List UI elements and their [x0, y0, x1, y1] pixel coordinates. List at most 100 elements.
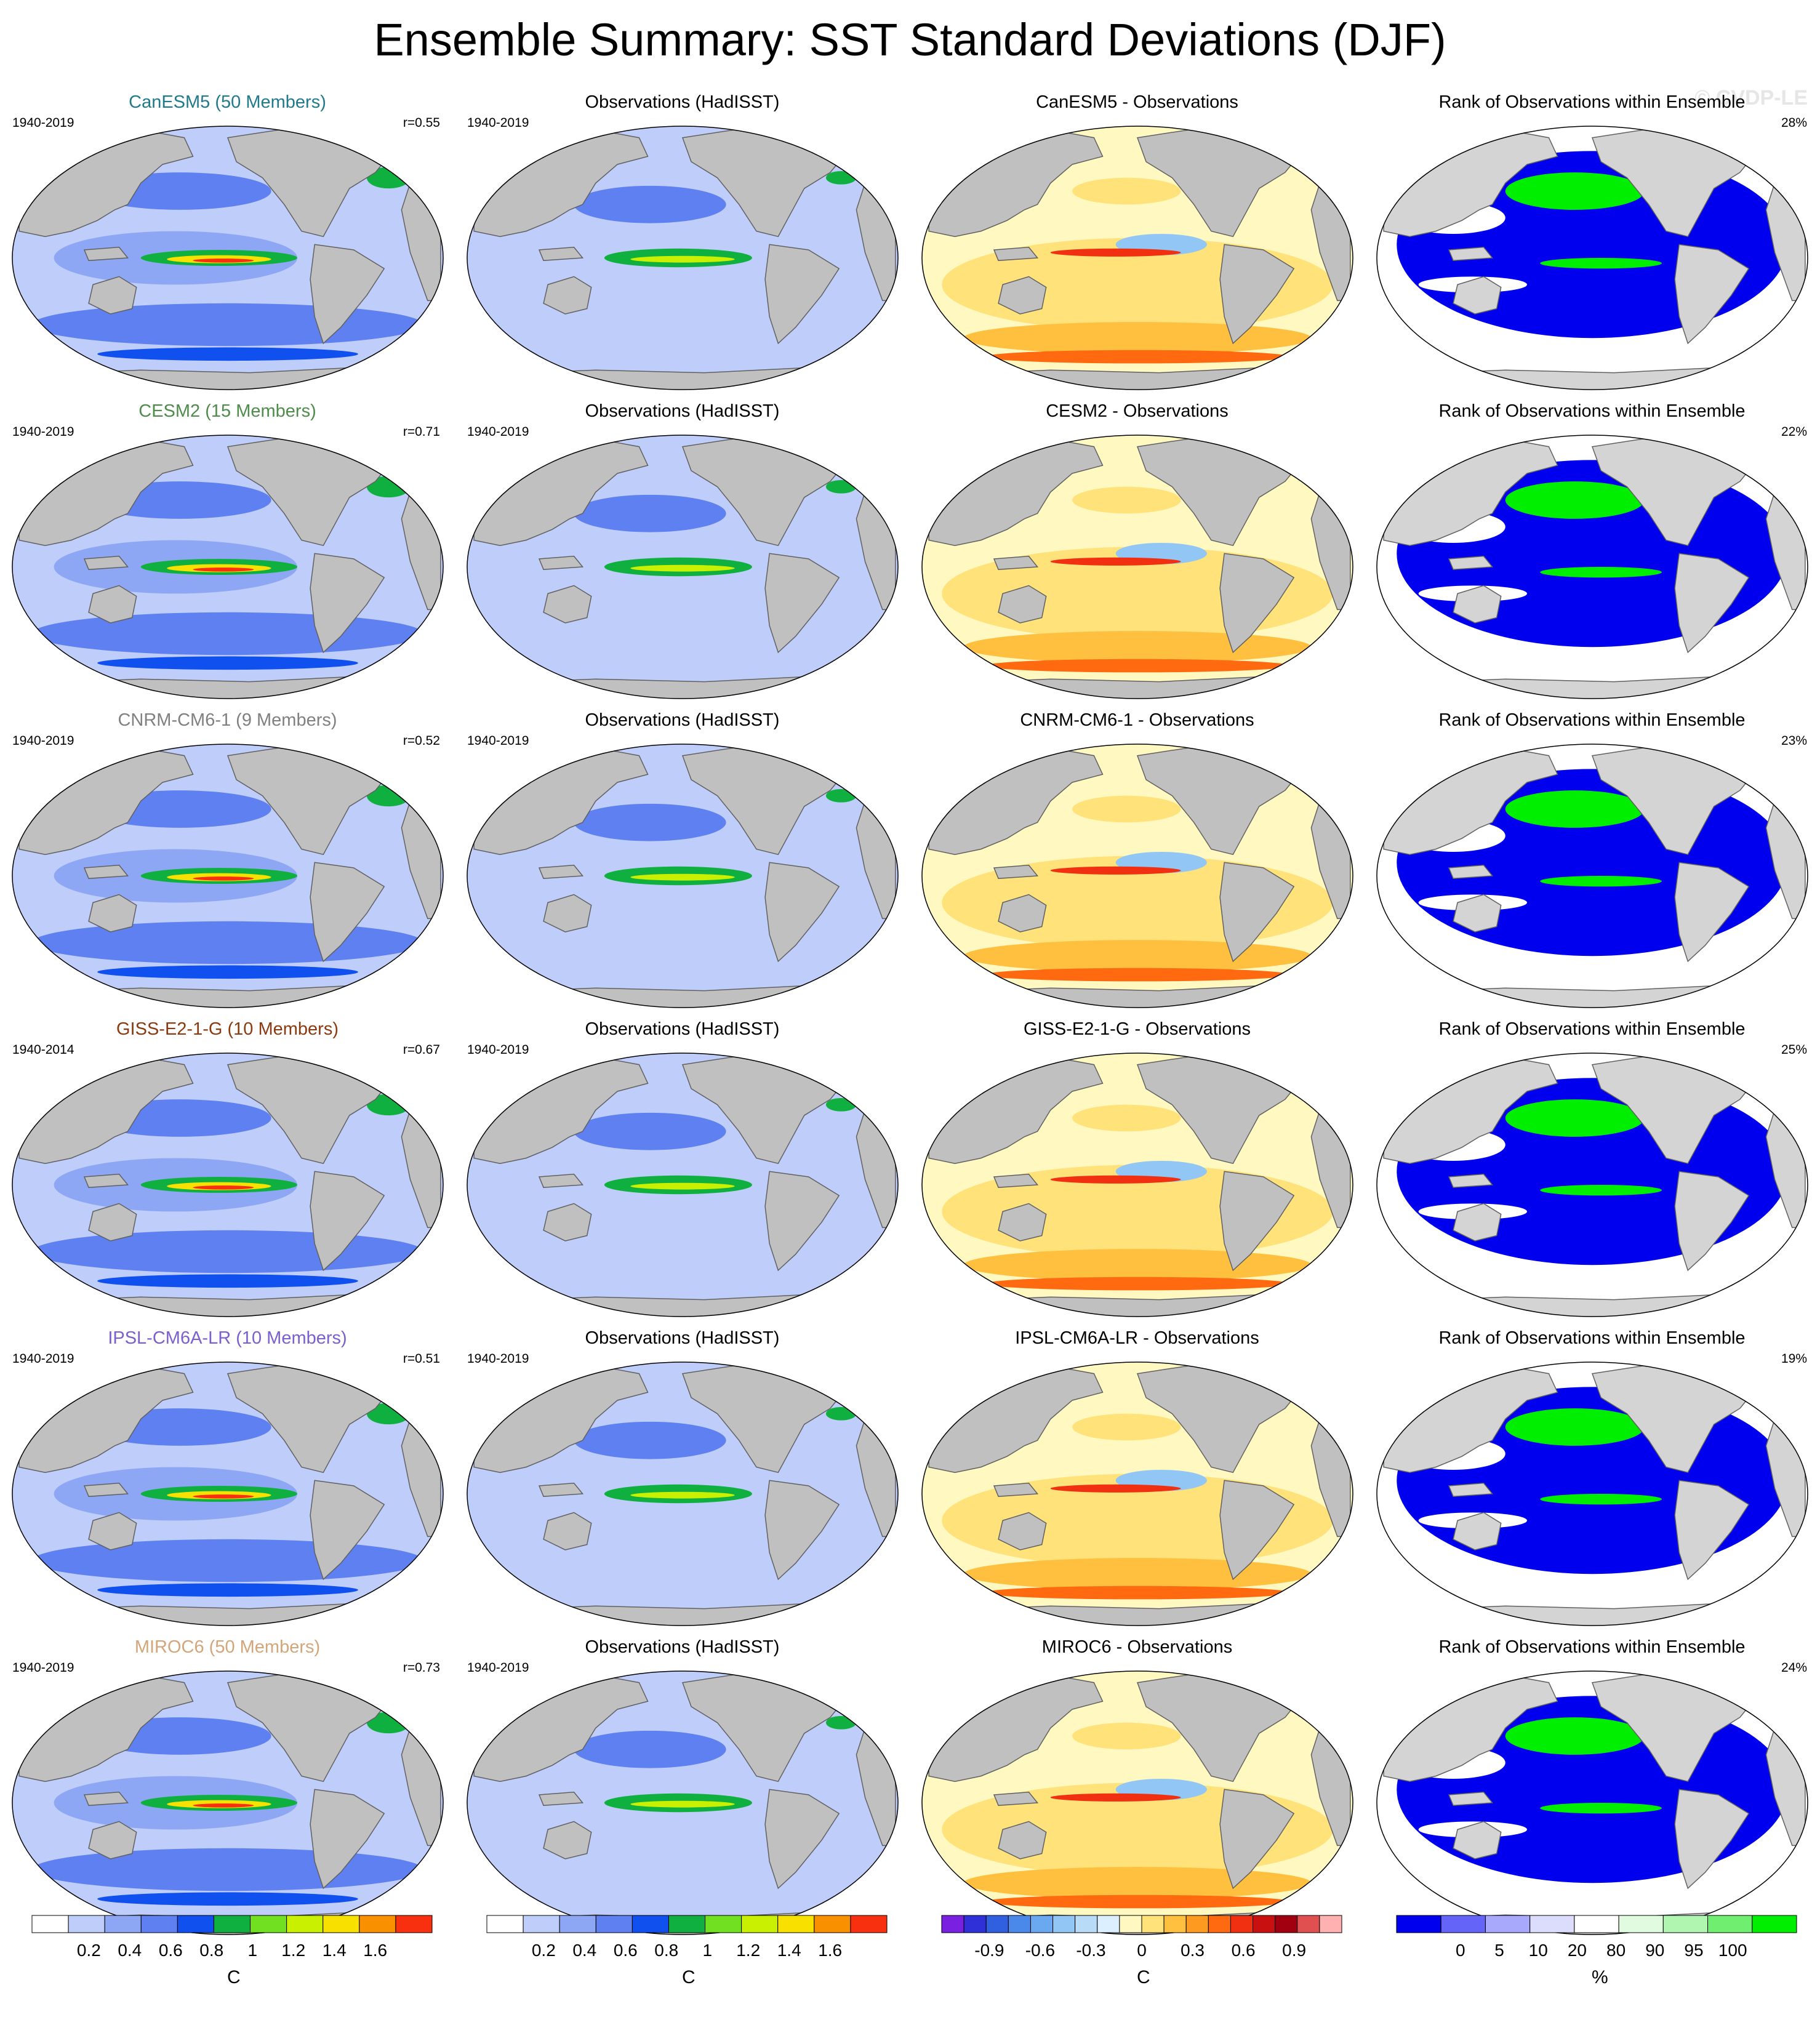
colorbar-tick-label: 0.6: [159, 1941, 183, 1960]
colorbar-swatch: [395, 1915, 433, 1933]
field-band: [1072, 177, 1181, 205]
field-band: [97, 656, 358, 670]
colorbar-tick-label: 20: [1568, 1941, 1587, 1960]
continent: [310, 862, 385, 963]
colorbar-swatch: [1230, 1915, 1254, 1933]
continent: [1219, 1480, 1295, 1581]
continent: [366, 1056, 411, 1073]
continent: [993, 1791, 1039, 1806]
continent: [1275, 747, 1321, 764]
model-panel-title: MIROC6 (50 Members): [134, 1637, 321, 1657]
colorbar-swatch: [1052, 1915, 1076, 1933]
map-outline: [12, 435, 444, 699]
period-label: 1940-2019: [467, 116, 529, 130]
continent: [83, 246, 129, 262]
period-label: 1940-2019: [12, 1661, 74, 1675]
field-band: [1072, 795, 1181, 823]
map-outline: [467, 1053, 899, 1317]
field-band: [985, 1895, 1290, 1909]
period-label: 1940-2019: [12, 116, 74, 130]
field-band: [574, 1730, 726, 1768]
diff-panel-title: MIROC6 - Observations: [1041, 1637, 1233, 1657]
colorbar-swatch: [963, 1915, 987, 1933]
panel-diff-row-6: MIROC6 - Observations: [910, 1626, 1365, 1935]
continent: [543, 1512, 592, 1550]
rank-percent: 25%: [1781, 1043, 1807, 1057]
colorbar-swatch: [985, 1915, 1009, 1933]
field-band: [630, 1182, 735, 1190]
period-label: 1940-2019: [12, 1352, 74, 1366]
pattern-correlation: r=0.71: [403, 425, 440, 439]
rank-percent: 28%: [1781, 116, 1807, 130]
map-outline: [467, 1670, 899, 1935]
panel-model-row-4: GISS-E2-1-G (10 Members) 1940-2014 r=0.67: [0, 1008, 455, 1317]
continent: [1730, 1056, 1776, 1073]
continent: [310, 1480, 385, 1581]
world-map: [467, 744, 899, 1008]
field-band: [1540, 1494, 1662, 1505]
continent: [543, 585, 592, 624]
world-map: [467, 435, 899, 699]
map-outline: [467, 435, 899, 699]
continent: [88, 276, 137, 315]
rank-panel-title: Rank of Observations within Ensemble: [1438, 92, 1746, 112]
continent: [88, 1512, 137, 1550]
continent: [83, 864, 129, 880]
field-band: [825, 1406, 857, 1421]
map-outline: [1376, 1361, 1808, 1626]
panel-diff-row-1: CanESM5 - Observations: [910, 81, 1365, 390]
model-panel-title: GISS-E2-1-G (10 Members): [116, 1019, 339, 1039]
continent: [538, 246, 584, 262]
continent: [998, 585, 1047, 624]
colorbar-tick-label: 0.4: [572, 1941, 596, 1960]
colorbar-tick-label: 100: [1718, 1941, 1747, 1960]
field-band: [963, 322, 1312, 355]
model-panel-title: CanESM5 (50 Members): [129, 92, 326, 112]
world-map: [12, 1361, 444, 1626]
colorbar-tick-label: 95: [1684, 1941, 1703, 1960]
colorbar-swatch: [1618, 1915, 1664, 1933]
field-band: [1540, 1185, 1662, 1196]
diff-panel-title: CESM2 - Observations: [1046, 401, 1229, 421]
field-band: [963, 1867, 1312, 1899]
world-map: [12, 126, 444, 390]
continent: [998, 1821, 1047, 1859]
colorbar-swatch: [1529, 1915, 1575, 1933]
colorbar-swatch: [359, 1915, 396, 1933]
colorbar-swatch: [1440, 1915, 1486, 1933]
continent: [1219, 862, 1295, 963]
field-band: [1540, 567, 1662, 578]
field-band: [1072, 1722, 1181, 1750]
colorbar-1: 0.2 0.4 0.6 0.8 1 1.2 1.4 1.6 C: [0, 1912, 455, 1992]
field-band: [1050, 1793, 1181, 1802]
continent: [1674, 1789, 1750, 1890]
panel-obs-row-2: Observations (HadISST) 1940-2019: [455, 390, 910, 699]
continent: [993, 246, 1039, 262]
continent: [1448, 246, 1494, 262]
colorbar-tick-label: 0.8: [654, 1941, 678, 1960]
panel-diff-row-4: GISS-E2-1-G - Observations: [910, 1008, 1365, 1317]
period-label: 1940-2019: [12, 425, 74, 439]
field-band: [1505, 790, 1645, 828]
continent: [764, 1480, 840, 1581]
colorbar-swatch: [1185, 1915, 1209, 1933]
field-band: [1072, 1104, 1181, 1132]
world-map: [1376, 744, 1808, 1008]
colorbar-swatch: [1396, 1915, 1441, 1933]
map-outline: [921, 744, 1353, 1008]
pattern-correlation: r=0.51: [403, 1352, 440, 1366]
field-band: [1540, 258, 1662, 269]
map-outline: [1376, 435, 1808, 699]
continent: [310, 244, 385, 345]
colorbar-swatch: [177, 1915, 214, 1933]
field-band: [985, 1277, 1290, 1291]
colorbar-tick-label: 80: [1606, 1941, 1626, 1960]
colorbar-tick-label: 0.6: [614, 1941, 638, 1960]
colorbar-tick-label: 0.6: [1232, 1941, 1256, 1960]
diff-panel-title: GISS-E2-1-G - Observations: [1023, 1019, 1251, 1039]
panel-rank-row-4: Rank of Observations within Ensemble 25%: [1365, 1008, 1819, 1317]
colorbar-swatch: [1097, 1915, 1120, 1933]
obs-panel-title: Observations (HadISST): [585, 92, 780, 112]
colorbar-tick-label: 90: [1645, 1941, 1664, 1960]
continent: [993, 1173, 1039, 1189]
